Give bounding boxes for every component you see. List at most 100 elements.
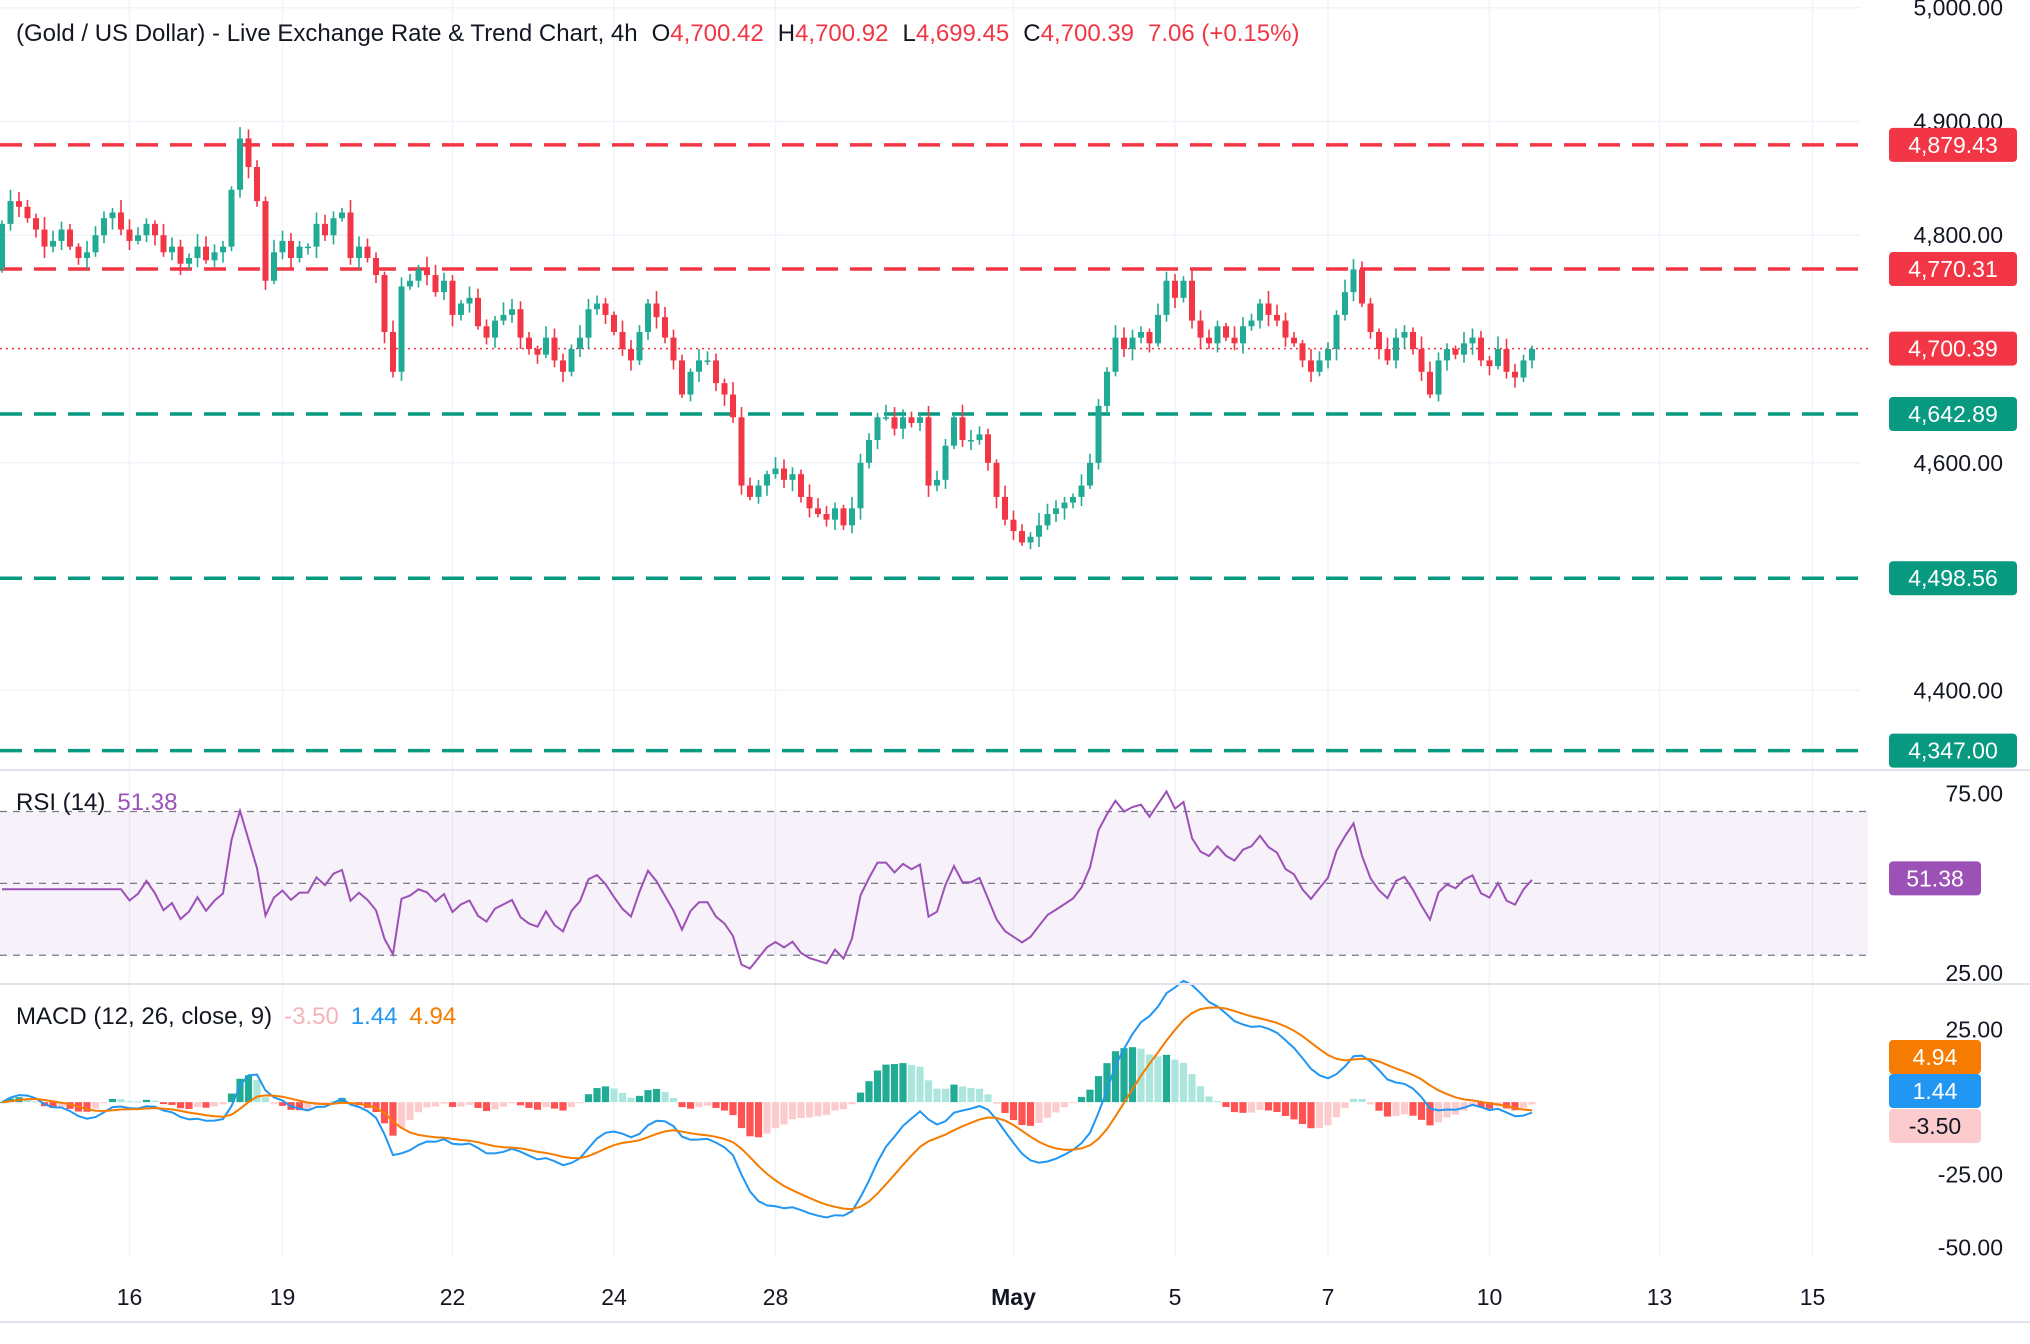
candle-body [1223, 326, 1229, 338]
candle-body [143, 223, 150, 236]
macd-hist-bar [584, 1094, 593, 1103]
macd-hist-bar [567, 1102, 576, 1108]
candle-body [415, 269, 422, 281]
candle-body [517, 309, 524, 338]
signal-value-tag-bg [1889, 1040, 1981, 1074]
candle-body [1036, 525, 1042, 537]
candle-body [551, 337, 558, 361]
macd-hist-bar [1315, 1102, 1324, 1129]
macd-hist-bar [1434, 1102, 1443, 1123]
candle-body [1291, 337, 1297, 344]
candle-body [135, 235, 141, 241]
macd-hist-bar [338, 1097, 346, 1103]
candle-body [934, 479, 940, 486]
macd-hist-bar [890, 1064, 899, 1103]
candle-body [1019, 531, 1025, 543]
macd-hist-bar [550, 1102, 559, 1109]
candle-body [1155, 314, 1161, 344]
candle-body [441, 280, 447, 293]
candle-body [976, 434, 983, 441]
macd-hist-bar [1205, 1096, 1213, 1103]
candle-body [764, 474, 770, 486]
candle-body [1180, 280, 1187, 298]
rsi-legend-value: 51.38 [117, 789, 177, 816]
macd-hist-bar [1324, 1102, 1332, 1126]
candle-body [1002, 496, 1008, 520]
candle-body [772, 468, 779, 475]
macd-hist-bar [814, 1102, 822, 1117]
macd-hist-bar [695, 1102, 703, 1108]
macd-hist-bar [720, 1102, 729, 1111]
macd-hist-bar [1222, 1102, 1230, 1107]
macd-hist-bar [882, 1064, 890, 1103]
candle-body [1435, 360, 1442, 395]
macd-hist-bar [1349, 1098, 1358, 1103]
macd-hist-bar [771, 1102, 780, 1129]
x-tick-label: May [991, 1284, 1036, 1310]
macd-hist-bar [1485, 1102, 1494, 1109]
candle-body [381, 275, 388, 332]
candle-body [594, 303, 600, 310]
macd-hist-bar [805, 1102, 814, 1118]
change-value: 7.06 (+0.15%) [1148, 20, 1299, 47]
candle-body [917, 417, 923, 423]
candle-body [798, 474, 804, 497]
candle-body [126, 229, 133, 241]
macd-hist-bar [117, 1099, 125, 1103]
macd-hist-bar [193, 1102, 202, 1108]
candle-body [1384, 349, 1391, 361]
macd-hist-bar [1077, 1096, 1086, 1103]
macd-hist-bar [1281, 1102, 1290, 1116]
candle-body [883, 417, 889, 419]
macd-hist-bar [1026, 1102, 1035, 1126]
macd-hist-bar [618, 1092, 627, 1103]
signal-value-tag-label: 4.94 [1913, 1044, 1958, 1070]
level-tag-bg [1889, 127, 2017, 162]
candle-body [560, 360, 566, 372]
macd-hist-bar [669, 1097, 678, 1103]
candle-body [1104, 371, 1110, 406]
macd-hist-bar [1213, 1101, 1222, 1103]
macd-pane [0, 979, 1536, 1219]
macd-hist-bar [661, 1092, 669, 1103]
candle-body [815, 508, 821, 514]
price-tick-label: 5,000.00 [1913, 0, 2003, 21]
macd-hist-bar [295, 1102, 304, 1111]
candle-body [543, 337, 549, 355]
macd-hist-bar [1162, 1054, 1171, 1103]
macd-hist-bar [108, 1098, 117, 1103]
macd-hist-bar [1392, 1102, 1400, 1117]
macd-hist-bar [414, 1102, 423, 1113]
macd-hist-bar [1511, 1102, 1519, 1111]
macd-hist-bar [244, 1075, 253, 1103]
x-tick-label: 16 [117, 1284, 143, 1310]
macd-hist-bar [822, 1102, 831, 1115]
macd-line [1, 979, 1533, 1219]
macd-hist-bar [202, 1102, 210, 1108]
macd-hist-bar [746, 1102, 754, 1137]
macd-hist-bar [780, 1102, 788, 1125]
low-value: 4,699.45 [916, 20, 1009, 47]
candle-body [483, 326, 490, 338]
candle-body [271, 252, 277, 281]
macd-hist-bar [1052, 1102, 1060, 1113]
macd-hist-bar [1460, 1102, 1468, 1111]
candle-body [1461, 343, 1467, 355]
candle-body [1206, 337, 1212, 344]
candle-body [874, 417, 881, 441]
candle-body [1172, 280, 1178, 298]
macd-hist-bar [627, 1097, 635, 1103]
candle-body [993, 462, 1000, 497]
candle-body [169, 246, 175, 253]
macd-hist-bar [66, 1102, 74, 1109]
macd-hist-bar [91, 1102, 100, 1109]
candle-body [58, 229, 65, 241]
rsi-legend: RSI (14) 51.38 [16, 789, 177, 816]
candle-body [339, 212, 345, 219]
macd-hist-bar [975, 1088, 984, 1103]
candle-body [0, 223, 5, 270]
candle-body [101, 218, 107, 236]
macd-hist-bar [992, 1102, 1001, 1104]
candle-body [92, 235, 99, 253]
macd-hist-bar [176, 1102, 185, 1109]
